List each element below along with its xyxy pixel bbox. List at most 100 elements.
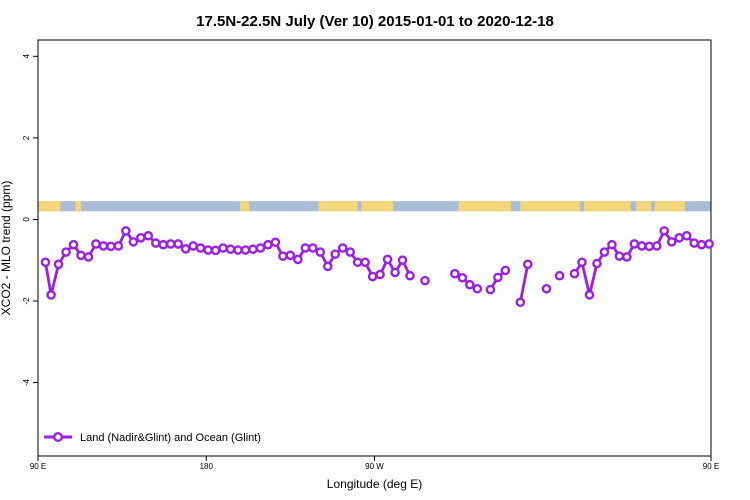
data-point xyxy=(599,247,610,257)
data-point xyxy=(46,290,56,300)
data-point xyxy=(397,255,408,266)
land-segment xyxy=(583,201,631,212)
data-point xyxy=(83,252,94,262)
data-point xyxy=(173,239,184,249)
data-point xyxy=(308,243,318,253)
land-segment xyxy=(490,201,511,212)
data-point xyxy=(704,239,714,249)
data-point xyxy=(195,243,206,253)
y-axis: 4 2 0 -2 -4 xyxy=(22,54,38,386)
data-point xyxy=(188,241,198,251)
data-point xyxy=(113,241,124,251)
data-point xyxy=(666,237,677,247)
x-tick-label: 90 E xyxy=(30,462,46,471)
data-point xyxy=(569,268,580,279)
data-point xyxy=(689,238,699,248)
data-point xyxy=(233,245,243,255)
data-point xyxy=(614,251,625,261)
legend-label: Land (Nadir&Glint) and Ocean (Glint) xyxy=(80,432,261,444)
data-series xyxy=(40,226,714,308)
y-tick-label: 4 xyxy=(22,54,31,59)
data-point xyxy=(263,239,273,250)
data-point xyxy=(644,241,655,252)
data-point xyxy=(293,254,303,265)
series-line xyxy=(518,264,530,303)
data-point xyxy=(98,241,109,251)
data-point xyxy=(651,241,662,251)
data-point xyxy=(375,269,385,280)
data-point xyxy=(40,257,51,268)
data-point xyxy=(345,247,355,257)
data-point xyxy=(68,239,79,250)
data-point xyxy=(210,245,221,256)
data-point xyxy=(330,249,341,259)
data-point xyxy=(143,230,154,241)
data-point xyxy=(218,243,228,253)
y-tick-label: -2 xyxy=(22,297,31,305)
data-point xyxy=(180,244,191,254)
data-point xyxy=(382,254,393,265)
data-point xyxy=(405,270,415,281)
y-tick-label: -4 xyxy=(22,378,31,386)
data-point xyxy=(659,226,670,236)
data-point xyxy=(53,259,64,270)
data-point xyxy=(485,284,496,295)
data-point xyxy=(696,239,707,250)
data-point xyxy=(584,290,595,300)
land-segment xyxy=(654,201,685,212)
data-point xyxy=(278,251,288,261)
legend: Land (Nadir&Glint) and Ocean (Glint) xyxy=(44,432,261,444)
land-ocean-strip xyxy=(38,201,711,212)
data-point xyxy=(674,233,685,243)
legend-swatch-marker xyxy=(53,432,64,443)
data-point xyxy=(128,237,139,247)
data-point xyxy=(500,265,511,276)
data-point xyxy=(629,239,640,249)
data-point xyxy=(360,257,370,268)
chart-title: 17.5N-22.5N July (Ver 10) 2015-01-01 to … xyxy=(196,13,554,30)
land-segment xyxy=(533,201,581,212)
x-axis: 90 E 180 90 W 90 E xyxy=(30,456,719,471)
land-segment xyxy=(38,201,61,212)
data-point xyxy=(607,239,617,250)
data-point xyxy=(592,258,602,269)
data-point xyxy=(541,283,552,294)
data-point xyxy=(300,243,311,253)
land-segment xyxy=(361,201,394,212)
y-axis-label: XCO2 - MLO trend (ppm) xyxy=(0,181,13,316)
data-point xyxy=(158,239,169,250)
data-point xyxy=(637,241,647,251)
data-point xyxy=(165,239,176,249)
land-segment xyxy=(520,201,534,212)
land-segment xyxy=(318,201,358,212)
data-point xyxy=(136,233,146,243)
data-point xyxy=(270,237,281,248)
data-point xyxy=(285,250,296,261)
data-point xyxy=(465,279,475,290)
data-point xyxy=(515,297,526,308)
data-point xyxy=(390,267,400,278)
data-point xyxy=(121,226,131,236)
land-segment xyxy=(458,201,491,212)
y-tick-label: 2 xyxy=(22,135,31,140)
data-point xyxy=(203,245,213,255)
data-point xyxy=(240,245,251,255)
data-point xyxy=(522,259,533,270)
x-tick-label: 90 E xyxy=(703,462,719,471)
data-point xyxy=(472,283,483,294)
data-point xyxy=(255,243,266,253)
data-point xyxy=(337,243,348,253)
data-point xyxy=(457,272,468,283)
land-segment xyxy=(239,201,250,212)
data-point xyxy=(420,275,430,286)
data-point xyxy=(577,257,587,268)
data-point xyxy=(150,238,161,248)
land-segment xyxy=(636,201,652,212)
data-point xyxy=(106,241,116,252)
y-tick-label: 0 xyxy=(22,217,31,222)
data-point xyxy=(493,272,503,283)
data-point xyxy=(76,250,86,261)
data-point xyxy=(315,247,326,257)
data-point xyxy=(367,271,378,282)
data-point xyxy=(450,268,460,279)
